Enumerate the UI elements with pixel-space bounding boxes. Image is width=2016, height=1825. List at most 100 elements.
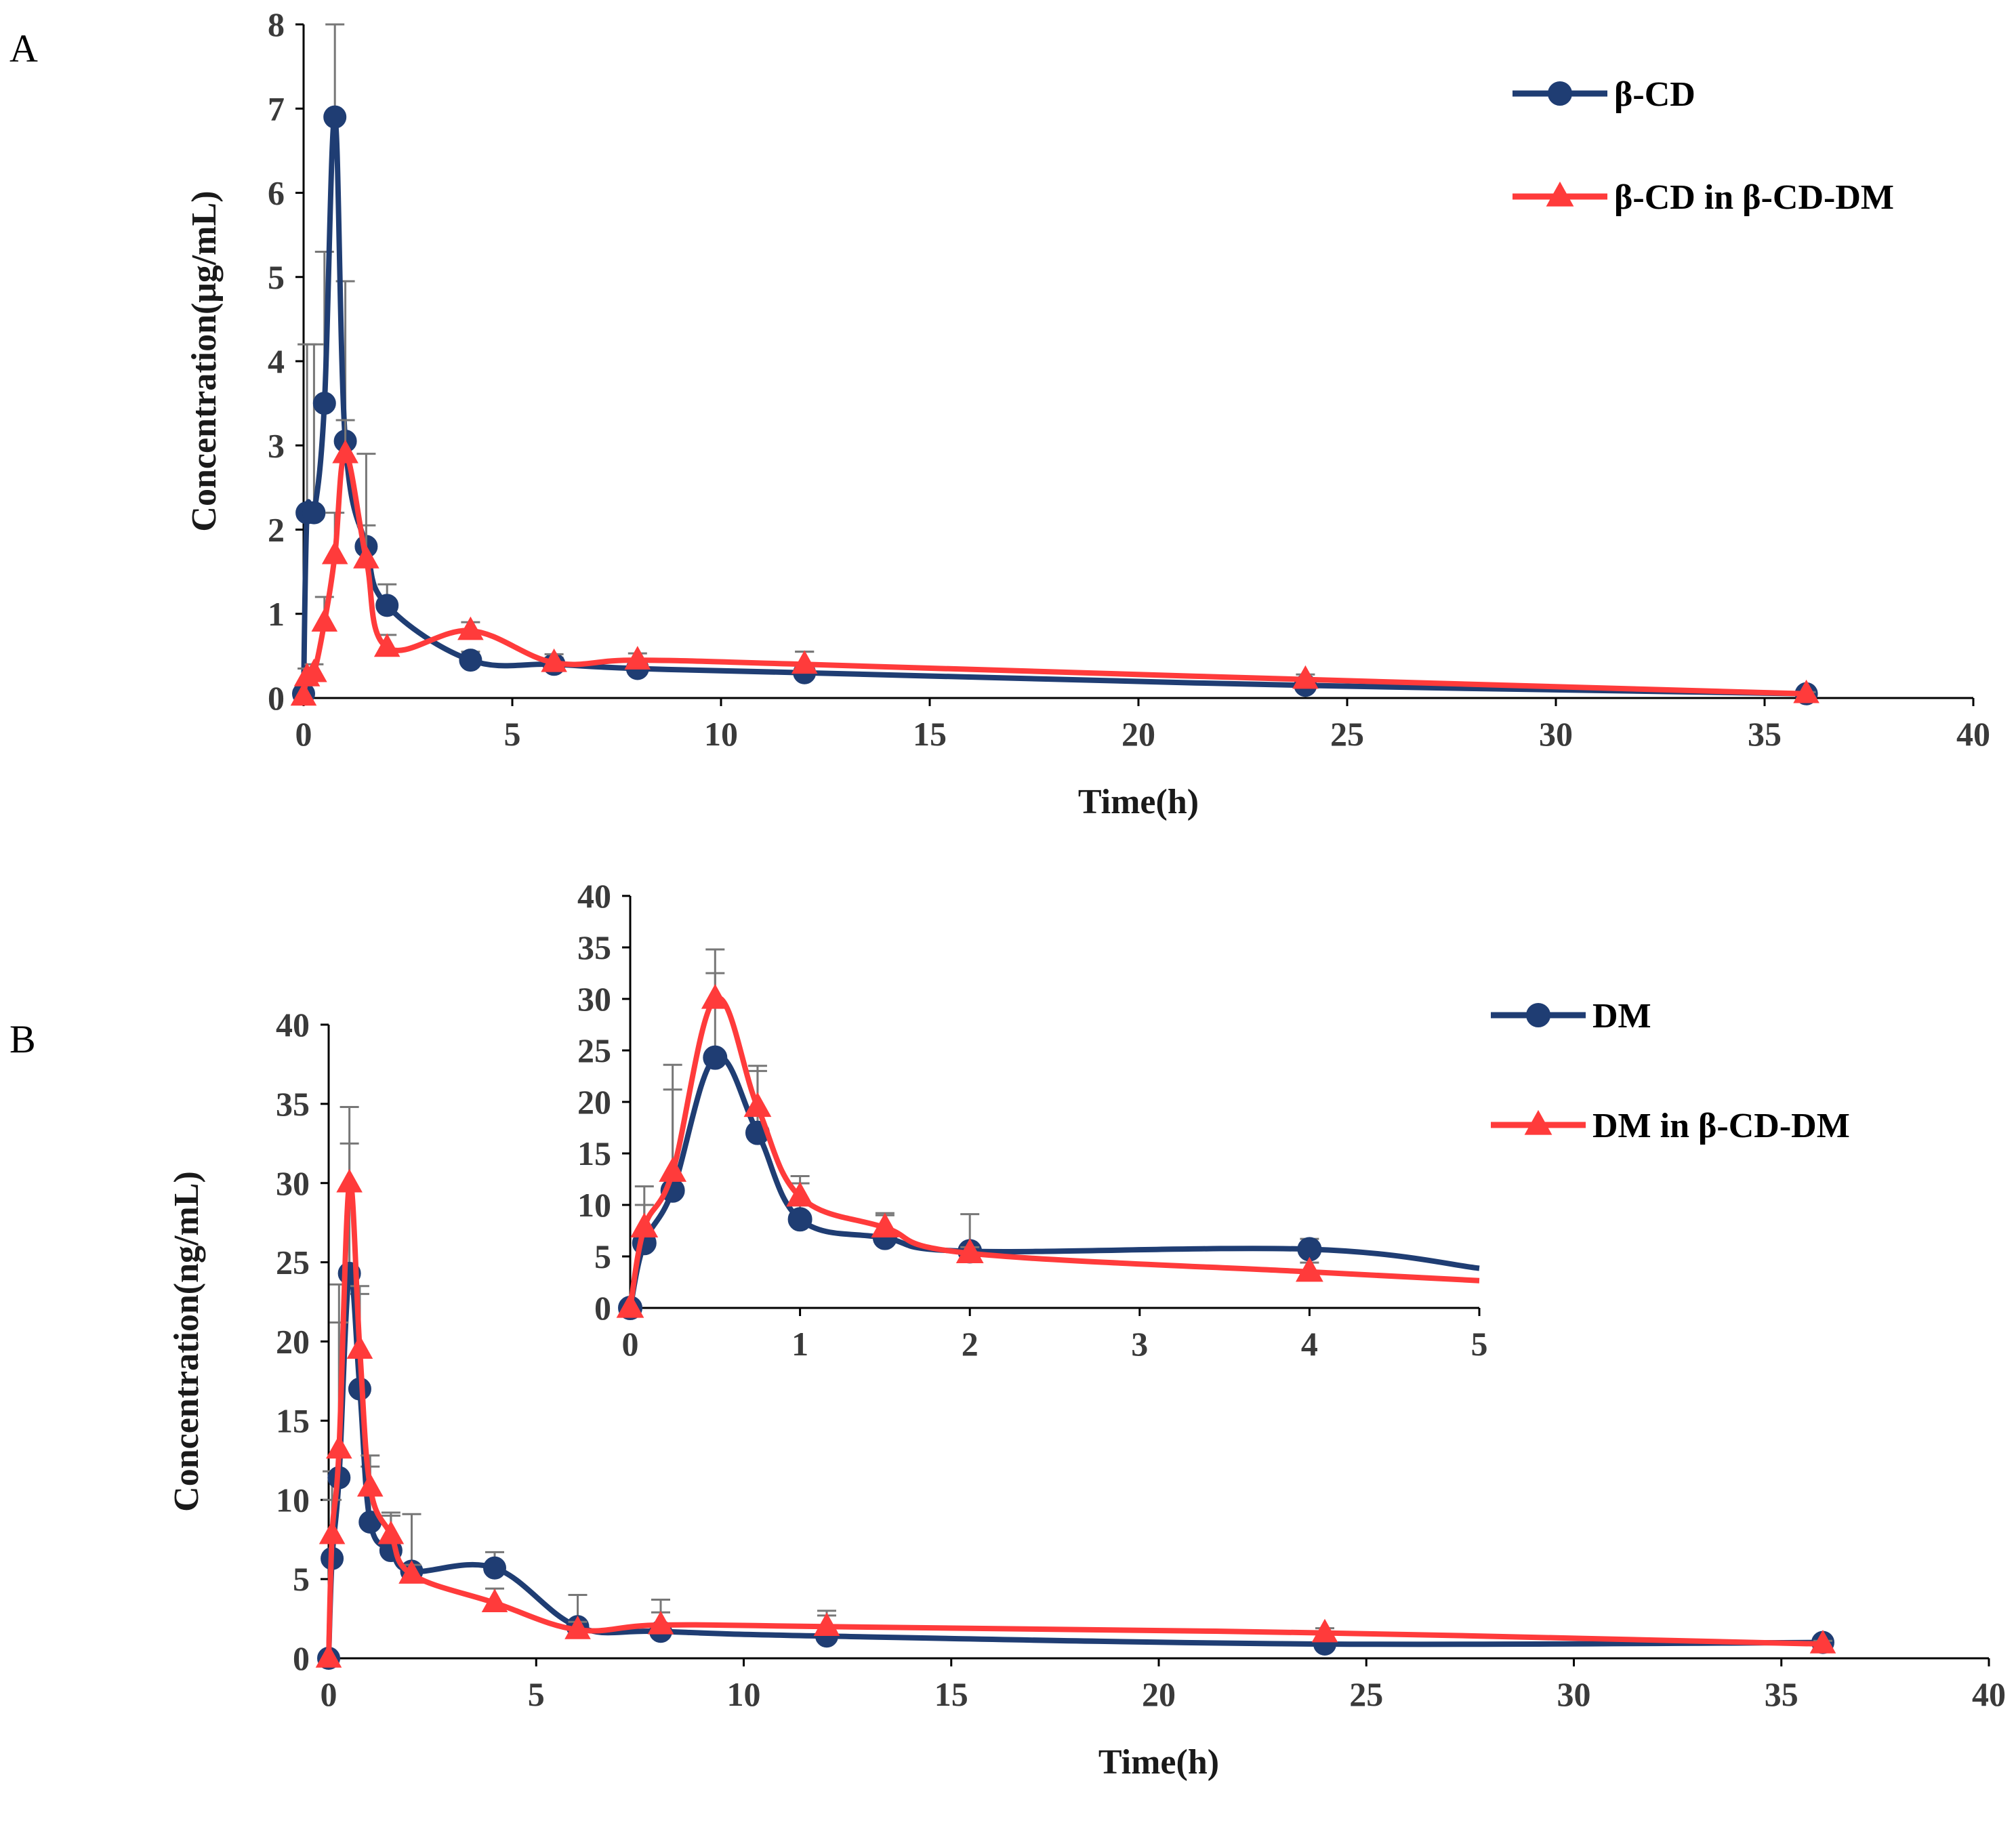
panel-b-inset-x-tick-label: 1 <box>791 1325 808 1363</box>
panel-a-series-red-point <box>541 648 567 672</box>
panel-b-legend-red-swatch-marker <box>1524 1109 1552 1135</box>
panel-b-y-tick-label: 15 <box>276 1401 310 1439</box>
panel-b-series-red-point <box>564 1616 591 1639</box>
panel-b-inset-y-tick-label: 40 <box>577 877 611 915</box>
panel-a-x-tick-label: 25 <box>1330 715 1364 753</box>
panel-a-series-red-point <box>373 633 400 657</box>
panel-a-series-red-point <box>311 608 338 632</box>
panel-a-series-red-point <box>624 646 651 670</box>
panel-b-series-red-point <box>1809 1630 1836 1654</box>
panel-a-series-blue-point <box>375 594 399 617</box>
panel-a-series-red-point <box>1793 679 1819 703</box>
panel-b-series-blue-line <box>326 1269 1824 1659</box>
panel-b-inset-series-red-point <box>701 983 729 1009</box>
panel-b-series-red-point <box>647 1611 674 1635</box>
panel-b-x-tick-label: 25 <box>1349 1675 1383 1713</box>
panel-b-series-red-point <box>813 1612 840 1637</box>
panel-label-b: B <box>9 1017 36 1061</box>
panel-b-y-tick-label: 35 <box>276 1085 310 1123</box>
panel-a-series-red-point <box>321 540 348 565</box>
panel-b-series-red-point <box>326 1435 352 1459</box>
panel-b-x-tick-label: 20 <box>1142 1675 1176 1713</box>
panel-b-inset-y-tick-label: 0 <box>594 1289 611 1327</box>
panel-b-series-blue-point <box>483 1556 506 1580</box>
panel-b-series-red-point <box>315 1644 342 1668</box>
panel-a-x-tick-label: 30 <box>1539 715 1573 753</box>
panel-b-inset-y-tick-label: 10 <box>577 1186 611 1224</box>
panel-b-series-red-point <box>346 1335 373 1359</box>
panel-a-legend-blue-swatch-marker <box>1548 81 1572 106</box>
panel-a-series-blue-point <box>459 649 482 672</box>
panel-b-inset-x-tick-label: 0 <box>622 1325 639 1363</box>
panel-b-inset-series-red-line <box>628 995 1480 1309</box>
panel-a-x-tick-label: 20 <box>1122 715 1155 753</box>
panel-b-y-axis-title: Concentration(ng/mL) <box>167 1171 206 1512</box>
panel-b-inset-series-blue-point <box>787 1207 812 1232</box>
panel-b-chart: 0 5 10 15 20 25 30 35 400510152025303540Time(h)C… <box>167 997 2006 1782</box>
panel-b-x-tick-label: 40 <box>1972 1675 2006 1713</box>
panel-a-series-red-point <box>457 616 484 640</box>
panel-b-inset-x-tick-label: 2 <box>962 1325 979 1363</box>
panel-a-chart: 0 5 10 15 20 25 30 35 40 0 1 2 3 4 5 6 7 8 Time(h) Concentr… <box>185 5 1990 821</box>
panel-b-series-red-point <box>356 1473 384 1497</box>
panel-b-legend-blue-label: DM <box>1592 997 1651 1035</box>
panel-a-series-blue-point <box>323 105 347 129</box>
panel-a-y-tick-label: 0 <box>268 679 285 717</box>
panel-a-series-red-line <box>301 451 1807 697</box>
panel-b-legend-red-label: DM in β-CD-DM <box>1592 1107 1850 1145</box>
panel-a-series-red-point <box>290 682 317 706</box>
panel-b-inset-series-red-point <box>1295 1256 1323 1282</box>
panel-b-x-tick-label: 0 <box>321 1675 337 1713</box>
panel-b-inset-series-red-point <box>786 1181 815 1207</box>
panel-a-legend-red-label: β-CD in β-CD-DM <box>1614 178 1894 217</box>
panel-b-y-tick-label: 5 <box>293 1560 310 1598</box>
panel-b-inset-y-tick-label: 30 <box>577 980 611 1018</box>
panel-b-x-tick-label: 5 <box>528 1675 545 1713</box>
panel-a-x-tick-label: 5 <box>504 715 521 753</box>
panel-a-series-blue-point <box>302 501 326 525</box>
panel-a-series-red-point <box>332 439 358 464</box>
panel-b-legend-blue-swatch-marker <box>1526 1003 1550 1027</box>
panel-a-y-tick-label: 8 <box>268 5 285 43</box>
panel-b-inset-y-tick-label: 5 <box>594 1237 611 1275</box>
panel-b-x-tick-label: 35 <box>1765 1675 1798 1713</box>
panel-b-y-tick-label: 40 <box>276 1006 310 1044</box>
panel-a-series-red-point <box>1292 665 1319 689</box>
panel-a-series-blue-point <box>312 392 336 415</box>
panel-b-inset-y-tick-label: 25 <box>577 1031 611 1069</box>
panel-a-legend-blue-label: β-CD <box>1614 75 1695 114</box>
panel-a-x-tick-label: 15 <box>913 715 947 753</box>
panel-b-y-tick-label: 30 <box>276 1164 310 1202</box>
panel-b-series-red-point <box>398 1560 425 1584</box>
panel-a-series-red-point <box>353 545 379 569</box>
panel-label-a: A <box>9 26 38 70</box>
panel-a-x-tick-label: 0 <box>295 715 312 753</box>
panel-a-series-red-point <box>791 650 818 674</box>
panel-a-y-tick-label: 6 <box>268 174 285 212</box>
panel-a-y-tick-label: 7 <box>268 89 285 127</box>
panel-b-series-red-point <box>336 1168 363 1193</box>
panel-a-x-tick-label: 10 <box>704 715 738 753</box>
panel-b-series-red-point <box>481 1588 508 1612</box>
panel-a-y-tick-label: 3 <box>268 426 285 464</box>
panel-b-inset-series-red-point <box>616 1292 644 1318</box>
panel-a-series-blue-line <box>301 114 1807 697</box>
panel-b-x-tick-label: 15 <box>934 1675 968 1713</box>
panel-b-series-red-point <box>318 1520 346 1544</box>
panel-b-series-red-point <box>377 1520 405 1544</box>
panel-b-inset-series-red-point <box>630 1212 659 1238</box>
panel-b-x-tick-label: 10 <box>727 1675 761 1713</box>
panel-b-y-tick-label: 20 <box>276 1323 310 1361</box>
panel-b-inset-series-red-point <box>871 1212 899 1238</box>
panel-a-x-axis-title: Time(h) <box>1078 783 1199 821</box>
panel-b-y-tick-label: 0 <box>293 1639 310 1677</box>
panel-b-inset-x-tick-label: 4 <box>1301 1325 1318 1363</box>
panel-b-inset-y-tick-label: 35 <box>577 928 611 966</box>
panel-b-inset-series-blue-point <box>703 1045 728 1070</box>
panel-b-inset-x-tick-label: 5 <box>1471 1325 1488 1363</box>
panel-b-x-axis-title: Time(h) <box>1098 1743 1219 1782</box>
panel-a-x-tick-label: 35 <box>1748 715 1782 753</box>
panel-a-y-tick-label: 2 <box>268 511 285 549</box>
